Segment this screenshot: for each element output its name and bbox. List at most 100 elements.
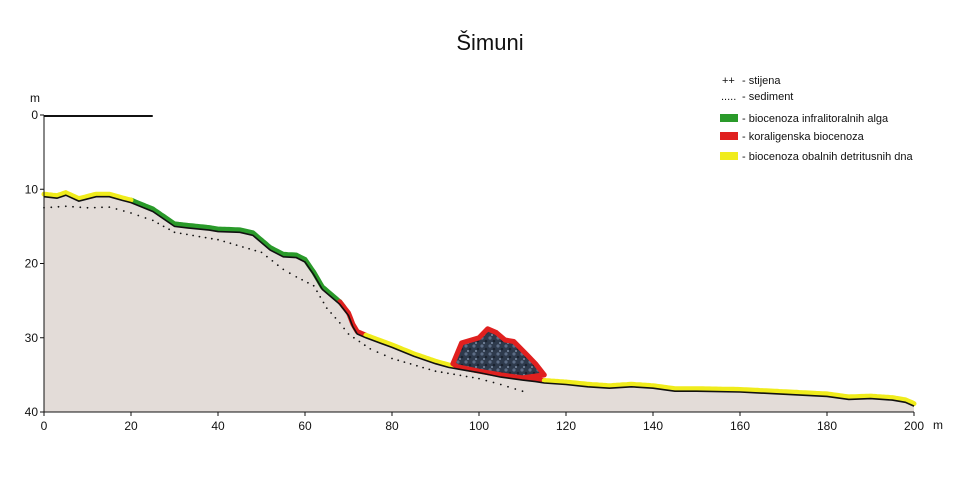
x-tick-label: 40 bbox=[211, 419, 225, 433]
biocenosis-segment-2-2 bbox=[541, 378, 917, 407]
legend-label-text: sediment bbox=[749, 91, 794, 103]
sediment-dot bbox=[254, 249, 257, 252]
legend-label-text: koraligenska biocenoza bbox=[749, 131, 865, 143]
sediment-dot bbox=[391, 357, 393, 360]
y-unit-label: m bbox=[30, 91, 40, 105]
sediment-dot bbox=[271, 260, 274, 262]
sediment-dots bbox=[43, 205, 524, 393]
y-tick-label: 0 bbox=[31, 108, 38, 122]
sediment-dot bbox=[347, 333, 350, 335]
sediment-dot bbox=[173, 231, 176, 234]
legend-label-infralitoral: - biocenoza infralitoralnih alga bbox=[742, 113, 889, 125]
sediment-dot bbox=[179, 232, 182, 235]
y-tick-label: 40 bbox=[25, 405, 39, 419]
sediment-dot bbox=[93, 206, 96, 209]
sediment-dot bbox=[383, 354, 386, 357]
sediment-dot bbox=[376, 351, 379, 353]
x-tick-label: 200 bbox=[904, 419, 924, 433]
biocenosis-segment-2-1 bbox=[363, 332, 456, 369]
sediment-dot bbox=[248, 247, 251, 250]
y-tick-label: 30 bbox=[25, 331, 39, 345]
legend-symbol-stijena: ++ bbox=[722, 75, 735, 87]
sediment-dot bbox=[72, 205, 74, 208]
sediment-dot bbox=[363, 344, 366, 347]
sediment-dot bbox=[108, 206, 111, 209]
sediment-dot bbox=[276, 264, 279, 267]
sediment-dot bbox=[434, 370, 437, 373]
biocenosis-layers bbox=[41, 190, 917, 407]
legend-label-detritusnih: - biocenoza obalnih detritusnih dna bbox=[742, 151, 914, 163]
plot-area bbox=[41, 115, 917, 412]
chart-title: Šimuni bbox=[456, 30, 523, 55]
sediment-dot bbox=[210, 237, 213, 240]
y-tick-label: 10 bbox=[25, 182, 39, 196]
sediment-dot bbox=[514, 388, 517, 390]
sediment-dot bbox=[86, 206, 89, 209]
legend-label-sediment: - sediment bbox=[742, 91, 793, 103]
sediment-dot bbox=[459, 374, 462, 377]
x-tick-label: 140 bbox=[643, 419, 663, 433]
sediment-dot bbox=[198, 235, 201, 238]
sediment-dot bbox=[168, 228, 171, 231]
sediment-dot bbox=[144, 217, 147, 219]
legend-label-stijena: - stijena bbox=[742, 75, 781, 87]
sediment-dot bbox=[115, 208, 118, 210]
sediment-dot bbox=[325, 307, 328, 309]
sediment-dot bbox=[130, 212, 132, 214]
legend: ++ - stijena ..... - sediment - biocenoz… bbox=[720, 75, 914, 163]
sediment-dot bbox=[260, 251, 263, 254]
sediment-dot bbox=[162, 225, 165, 228]
x-tick-label: 20 bbox=[124, 419, 138, 433]
legend-label-koraligenska: - koraligenska biocenoza bbox=[742, 131, 865, 143]
sediment-dot bbox=[453, 373, 455, 376]
legend-label-text: biocenoza infralitoralnih alga bbox=[749, 113, 889, 125]
sediment-dot bbox=[358, 340, 361, 343]
x-tick-label: 80 bbox=[385, 419, 399, 433]
sediment-dot bbox=[465, 375, 468, 378]
sediment-dot bbox=[307, 281, 309, 284]
sediment-dot bbox=[428, 368, 431, 371]
sediment-dot bbox=[416, 364, 418, 367]
legend-swatch-red bbox=[720, 132, 738, 140]
sediment-dot bbox=[409, 363, 412, 365]
sediment-dot bbox=[57, 205, 60, 208]
sediment-dot bbox=[322, 301, 325, 304]
sediment-dot bbox=[397, 359, 400, 362]
sediment-dot bbox=[235, 244, 238, 247]
legend-symbol-sediment: ..... bbox=[721, 91, 736, 103]
sediment-dot bbox=[301, 278, 303, 281]
sediment-dot bbox=[151, 219, 154, 222]
sediment-dot bbox=[471, 376, 474, 379]
sediment-dot bbox=[319, 296, 322, 298]
x-unit-label: m bbox=[933, 418, 943, 432]
sediment-dot bbox=[64, 205, 67, 208]
y-ticks: 0 10 20 30 40 bbox=[25, 108, 44, 419]
sediment-dot bbox=[295, 276, 298, 278]
sediment-dot bbox=[403, 361, 406, 363]
sediment-dot bbox=[447, 372, 449, 375]
x-tick-label: 180 bbox=[817, 419, 837, 433]
sediment-dot bbox=[343, 327, 345, 330]
sediment-dot bbox=[122, 210, 125, 212]
x-ticks: 0 20 40 60 80 100 120 140 160 180 200 bbox=[41, 412, 924, 433]
biocenosis-segment-0-0 bbox=[128, 197, 347, 310]
seabed-profile-line bbox=[43, 194, 915, 407]
legend-swatch-yellow bbox=[720, 152, 738, 160]
rock-outcrop bbox=[450, 326, 547, 381]
legend-swatch-green bbox=[720, 114, 738, 122]
biocenosis-segment-1-0 bbox=[337, 299, 369, 338]
sediment-dot bbox=[223, 240, 226, 243]
sediment-dot bbox=[288, 272, 291, 275]
sediment-dot bbox=[79, 206, 82, 209]
sediment-dot bbox=[229, 242, 232, 245]
x-tick-label: 120 bbox=[556, 419, 576, 433]
biocenosis-segment-2-0 bbox=[41, 190, 134, 203]
sediment-dot bbox=[334, 317, 337, 319]
sediment-dot bbox=[478, 377, 480, 380]
sediment-dot bbox=[353, 336, 355, 339]
sediment-dot bbox=[242, 246, 244, 248]
sediment-dot bbox=[186, 233, 188, 236]
x-tick-label: 0 bbox=[41, 419, 48, 433]
